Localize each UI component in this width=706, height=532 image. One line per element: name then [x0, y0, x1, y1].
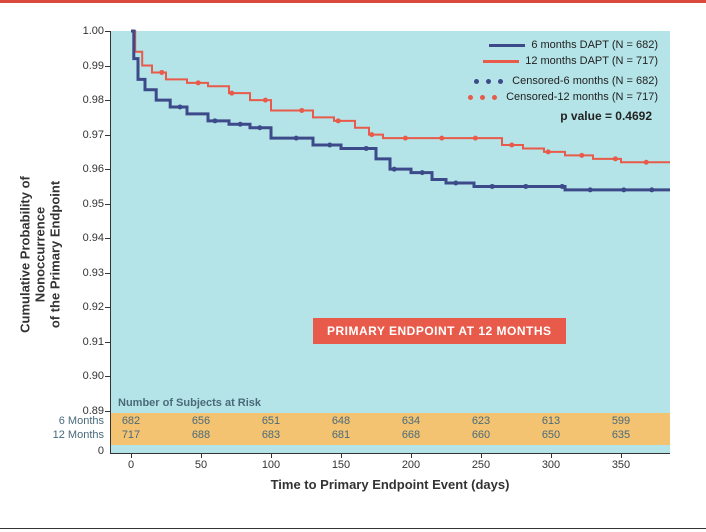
series-12m-censor-dot	[196, 80, 201, 85]
series-12m-censor-dot	[439, 136, 444, 141]
series-6m-censor-dot	[523, 184, 528, 189]
legend-label: Censored-6 months (N = 682)	[512, 75, 658, 87]
risk-cell: 648	[323, 415, 359, 427]
series-6m-censor-dot	[420, 170, 425, 175]
p-value: p value = 0.4692	[560, 109, 652, 123]
series-12m-censor-dot	[263, 98, 268, 103]
risk-row-label: 12 Months	[40, 429, 104, 441]
series-6m-censor-dot	[213, 118, 218, 123]
series-6m-censor-dot	[621, 187, 626, 192]
series-12m-censor-dot	[403, 136, 408, 141]
risk-cell: 613	[533, 415, 569, 427]
legend-line-swatch	[489, 44, 525, 47]
series-12m-censor-dot	[473, 136, 478, 141]
series-6m-censor-dot	[490, 184, 495, 189]
risk-cell: 634	[393, 415, 429, 427]
risk-row-label: 6 Months	[40, 415, 104, 427]
legend-label: 12 months DAPT (N = 717)	[525, 55, 658, 67]
risk-cell: 717	[113, 429, 149, 441]
series-12m-censor-dot	[299, 108, 304, 113]
risk-table-title: Number of Subjects at Risk	[118, 397, 261, 409]
series-6m-censor-dot	[327, 143, 332, 148]
risk-cell: 668	[393, 429, 429, 441]
series-12m-censor-dot	[159, 70, 164, 75]
legend-dots-swatch	[464, 95, 500, 100]
primary-endpoint-banner: PRIMARY ENDPOINT AT 12 MONTHS	[313, 318, 566, 344]
series-6m-censor-dot	[560, 184, 565, 189]
risk-cell: 635	[603, 429, 639, 441]
series-12m-censor-dot	[369, 132, 374, 137]
series-6m-censor-dot	[257, 125, 262, 130]
risk-cell: 682	[113, 415, 149, 427]
legend-item: 6 months DAPT (N = 682)	[428, 37, 658, 53]
legend-line-swatch	[483, 60, 519, 63]
risk-cell: 688	[183, 429, 219, 441]
risk-cell: 650	[533, 429, 569, 441]
series-6m-censor-dot	[364, 146, 369, 151]
series-12m-censor-dot	[229, 91, 234, 96]
legend-item: Censored-12 months (N = 717)	[428, 89, 658, 105]
series-12m-censor-dot	[579, 153, 584, 158]
series-6m-censor-dot	[294, 136, 299, 141]
series-6m-censor-dot	[238, 122, 243, 127]
risk-cell: 683	[253, 429, 289, 441]
series-12m-censor-dot	[546, 149, 551, 154]
series-12m-censor-dot	[644, 160, 649, 165]
series-6m-censor-dot	[649, 187, 654, 192]
risk-cell: 681	[323, 429, 359, 441]
series-12m-censor-dot	[336, 118, 341, 123]
series-6m-censor-dot	[588, 187, 593, 192]
legend-item: Censored-6 months (N = 682)	[428, 73, 658, 89]
legend-dots-swatch	[470, 79, 506, 84]
series-6m-censor-dot	[178, 105, 183, 110]
legend-label: Censored-12 months (N = 717)	[506, 91, 658, 103]
series-6m-censor-dot	[392, 167, 397, 172]
risk-cell: 656	[183, 415, 219, 427]
risk-cell: 660	[463, 429, 499, 441]
risk-cell: 623	[463, 415, 499, 427]
series-6m-censor-dot	[453, 181, 458, 186]
series-12m-censor-dot	[509, 143, 514, 148]
km-figure: 0.890.900.910.920.930.940.950.960.970.98…	[0, 0, 706, 529]
series-12m-censor-dot	[613, 156, 618, 161]
risk-cell: 599	[603, 415, 639, 427]
legend-item: 12 months DAPT (N = 717)	[428, 53, 658, 69]
legend: 6 months DAPT (N = 682) 12 months DAPT (N…	[428, 37, 658, 105]
risk-cell: 651	[253, 415, 289, 427]
legend-label: 6 months DAPT (N = 682)	[531, 39, 658, 51]
